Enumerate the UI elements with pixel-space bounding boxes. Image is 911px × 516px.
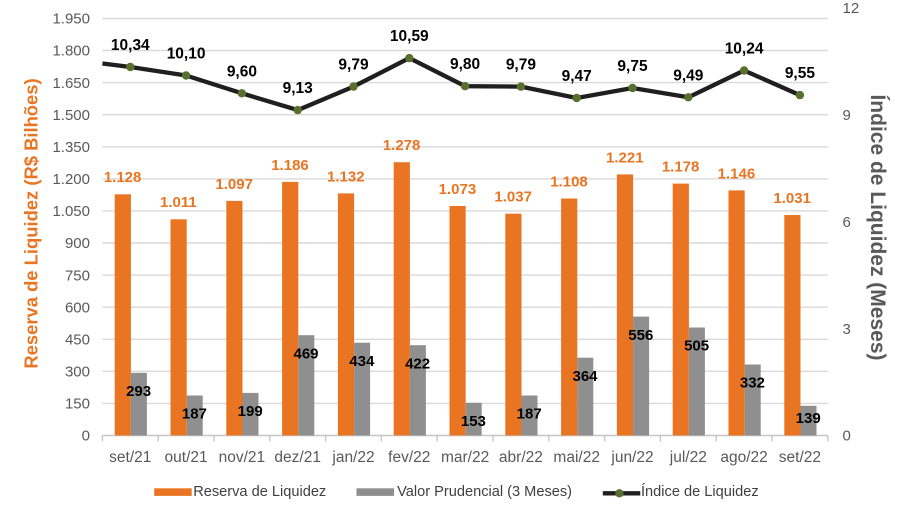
svg-text:fev/22: fev/22 [388,449,430,466]
svg-text:293: 293 [126,383,151,400]
svg-text:469: 469 [293,345,318,362]
svg-text:556: 556 [628,327,653,344]
svg-text:ago/22: ago/22 [720,449,767,466]
svg-text:153: 153 [461,413,486,430]
svg-text:9: 9 [843,107,851,124]
svg-text:out/21: out/21 [165,449,208,466]
svg-text:450: 450 [65,332,90,349]
svg-text:1.200: 1.200 [52,171,90,188]
svg-text:3: 3 [843,321,851,338]
svg-text:139: 139 [796,410,821,427]
svg-text:10,59: 10,59 [390,28,429,45]
svg-text:505: 505 [684,338,709,355]
svg-text:332: 332 [740,375,765,392]
svg-text:300: 300 [65,364,90,381]
svg-text:364: 364 [572,368,598,385]
svg-text:199: 199 [238,403,263,420]
svg-text:0: 0 [843,428,851,445]
svg-text:9,75: 9,75 [617,58,648,75]
svg-text:1.128: 1.128 [104,169,142,186]
svg-text:9,79: 9,79 [506,57,537,74]
svg-text:1.800: 1.800 [52,43,90,60]
svg-text:Índice de Liquidez (Meses): Índice de Liquidez (Meses) [866,94,889,360]
svg-text:jun/22: jun/22 [610,449,653,466]
svg-text:1.031: 1.031 [773,190,811,207]
svg-text:1.050: 1.050 [52,203,90,220]
svg-text:set/22: set/22 [779,449,821,466]
svg-text:187: 187 [517,406,542,423]
svg-text:mai/22: mai/22 [553,449,600,466]
svg-text:0: 0 [82,428,90,445]
svg-text:1.278: 1.278 [383,137,421,154]
svg-text:150: 150 [65,396,90,413]
svg-text:9,60: 9,60 [227,63,257,80]
svg-text:10,34: 10,34 [111,37,150,54]
svg-text:600: 600 [65,299,90,316]
svg-text:9,80: 9,80 [450,56,480,73]
svg-text:6: 6 [843,214,851,231]
svg-text:1.500: 1.500 [52,107,90,124]
svg-text:750: 750 [65,267,90,284]
svg-text:abr/22: abr/22 [499,449,543,466]
svg-text:1.146: 1.146 [718,165,756,182]
svg-text:10,10: 10,10 [167,46,206,63]
svg-text:jul/22: jul/22 [669,449,707,466]
svg-text:9,55: 9,55 [785,65,816,82]
svg-text:Índice de Liquidez: Índice de Liquidez [641,483,759,500]
svg-text:422: 422 [405,355,430,372]
svg-text:1.011: 1.011 [160,194,197,211]
svg-text:9,49: 9,49 [673,67,704,84]
svg-text:Valor Prudencial (3 Meses): Valor Prudencial (3 Meses) [397,484,572,500]
svg-text:1.178: 1.178 [662,159,700,176]
svg-text:1.950: 1.950 [52,11,90,28]
svg-text:mar/22: mar/22 [441,449,489,466]
svg-text:187: 187 [182,406,207,423]
svg-text:900: 900 [65,235,90,252]
svg-text:nov/21: nov/21 [219,449,266,466]
svg-text:set/21: set/21 [109,449,151,466]
svg-text:9,47: 9,47 [562,68,592,85]
svg-text:12: 12 [843,0,860,17]
svg-text:1.097: 1.097 [215,176,253,193]
svg-text:434: 434 [349,353,375,370]
svg-text:1.221: 1.221 [606,149,644,166]
svg-text:jan/22: jan/22 [331,449,374,466]
svg-text:1.108: 1.108 [550,173,588,190]
svg-text:dez/21: dez/21 [274,449,321,466]
svg-text:1.132: 1.132 [327,168,365,185]
svg-text:1.073: 1.073 [439,181,477,198]
svg-text:1.186: 1.186 [271,157,309,174]
svg-text:1.350: 1.350 [52,139,90,156]
svg-text:1.037: 1.037 [494,189,532,206]
svg-text:9,13: 9,13 [283,80,314,97]
svg-text:Reserva de Liquidez: Reserva de Liquidez [193,484,326,500]
svg-text:10,24: 10,24 [725,41,764,58]
svg-text:9,79: 9,79 [338,57,369,74]
svg-text:1.650: 1.650 [52,75,90,92]
svg-text:Reserva de Liquidez (R$ Bilhõe: Reserva de Liquidez (R$ Bilhões) [20,78,41,368]
